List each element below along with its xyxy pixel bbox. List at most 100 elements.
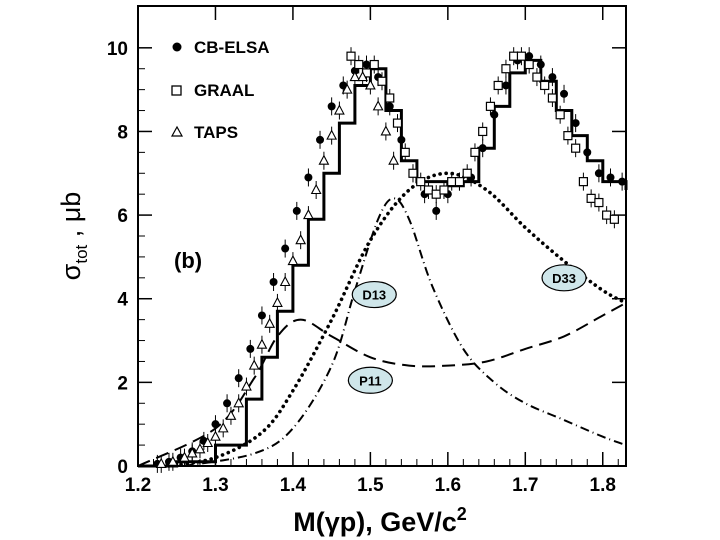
marker-triangle	[333, 104, 345, 115]
y-tick-label: 4	[117, 290, 128, 311]
marker-triangle	[233, 397, 245, 408]
marker-triangle	[264, 317, 276, 328]
data-point-cb-elsa	[304, 168, 313, 187]
data-point-taps	[186, 444, 198, 463]
x-tick-label: 1.4	[280, 475, 307, 496]
marker-triangle	[349, 70, 361, 82]
marker-triangle	[272, 296, 283, 307]
resonance-badge-d33	[541, 264, 587, 292]
marker-square	[423, 185, 434, 195]
x-axis-label: M(γp), GeV/c2	[293, 504, 467, 537]
data-point-cb-elsa	[571, 114, 580, 133]
x-tick-label: 1.8	[590, 475, 616, 496]
data-point-graal	[540, 76, 550, 95]
data-point-graal	[400, 143, 410, 162]
marker-circle	[223, 399, 232, 408]
data-point-graal	[547, 89, 558, 107]
data-point-graal	[524, 55, 534, 74]
marker-circle	[490, 110, 499, 119]
marker-square	[400, 147, 410, 157]
marker-square	[447, 177, 457, 187]
data-point-taps	[341, 80, 353, 99]
data-point-graal	[470, 143, 480, 162]
data-point-cb-elsa	[618, 172, 627, 191]
marker-triangle	[194, 443, 206, 454]
panel-label: (b)	[174, 248, 202, 273]
y-axis-label: σtot , μb	[56, 192, 91, 281]
data-point-graal	[408, 164, 418, 183]
legend-label-cb-elsa: CB-ELSA	[194, 38, 270, 57]
marker-square	[346, 51, 356, 61]
data-point-graal	[493, 76, 503, 95]
data-point-cb-elsa	[583, 143, 592, 162]
marker-circle	[246, 344, 255, 353]
data-point-graal	[478, 122, 488, 141]
data-point-cb-elsa	[548, 68, 557, 87]
data-point-graal	[369, 55, 379, 74]
data-point-taps	[167, 452, 179, 471]
data-point-cb-elsa	[501, 76, 510, 95]
marker-triangle	[167, 455, 179, 466]
data-point-graal	[462, 164, 472, 183]
data-point-graal	[354, 55, 364, 74]
y-tick-label: 6	[117, 206, 128, 227]
data-point-taps	[233, 394, 245, 413]
marker-square	[485, 101, 496, 111]
data-point-taps	[364, 76, 376, 95]
data-point-taps	[202, 434, 214, 452]
resonance-badge-p11	[347, 366, 393, 394]
marker-triangle	[225, 409, 237, 420]
marker-triangle	[179, 451, 190, 462]
marker-triangle	[341, 83, 353, 94]
data-point-taps	[155, 454, 167, 473]
data-point-taps	[380, 122, 392, 141]
data-point-graal	[555, 105, 565, 124]
marker-square	[594, 197, 604, 208]
data-point-taps	[248, 356, 260, 375]
marker-triangle	[256, 338, 268, 349]
marker-square	[385, 93, 395, 103]
data-point-taps	[217, 419, 229, 438]
marker-circle	[269, 278, 278, 286]
marker-triangle	[217, 422, 229, 433]
marker-triangle	[357, 70, 369, 82]
marker-circle	[606, 173, 615, 182]
marker-circle	[234, 374, 243, 383]
data-point-taps	[241, 377, 252, 396]
resonance-label-p11: P11	[359, 373, 381, 388]
marker-circle	[548, 73, 557, 82]
legend-marker-taps	[170, 125, 184, 137]
x-tick-label: 1.2	[125, 475, 151, 496]
marker-square	[547, 93, 558, 103]
data-point-graal	[501, 59, 511, 78]
marker-square	[493, 80, 503, 91]
marker-circle	[397, 135, 406, 144]
data-point-cb-elsa	[478, 139, 487, 158]
marker-triangle	[279, 275, 291, 287]
marker-square	[516, 51, 527, 61]
data-point-cb-elsa	[560, 84, 569, 103]
data-point-taps	[333, 101, 345, 120]
x-tick-label: 1.7	[512, 475, 538, 496]
marker-circle	[536, 60, 545, 69]
data-point-graal	[447, 172, 457, 191]
data-point-cb-elsa	[432, 201, 441, 220]
data-point-cb-elsa	[606, 168, 615, 187]
marker-circle	[501, 81, 510, 90]
data-point-graal	[609, 210, 619, 229]
marker-circle	[257, 311, 266, 320]
marker-square	[501, 64, 511, 74]
legend-label-graal: GRAAL	[194, 81, 254, 100]
marker-square	[524, 59, 534, 70]
data-point-taps	[194, 440, 206, 459]
y-tick-label: 2	[117, 373, 128, 394]
data-point-graal	[594, 193, 604, 212]
legend: CB-ELSA GRAAL TAPS	[170, 38, 270, 142]
marker-circle	[327, 102, 336, 111]
marker-square	[454, 177, 465, 187]
data-point-cb-elsa	[397, 130, 406, 149]
data-point-graal	[586, 189, 596, 208]
marker-square	[478, 126, 488, 137]
data-point-taps	[318, 151, 330, 170]
